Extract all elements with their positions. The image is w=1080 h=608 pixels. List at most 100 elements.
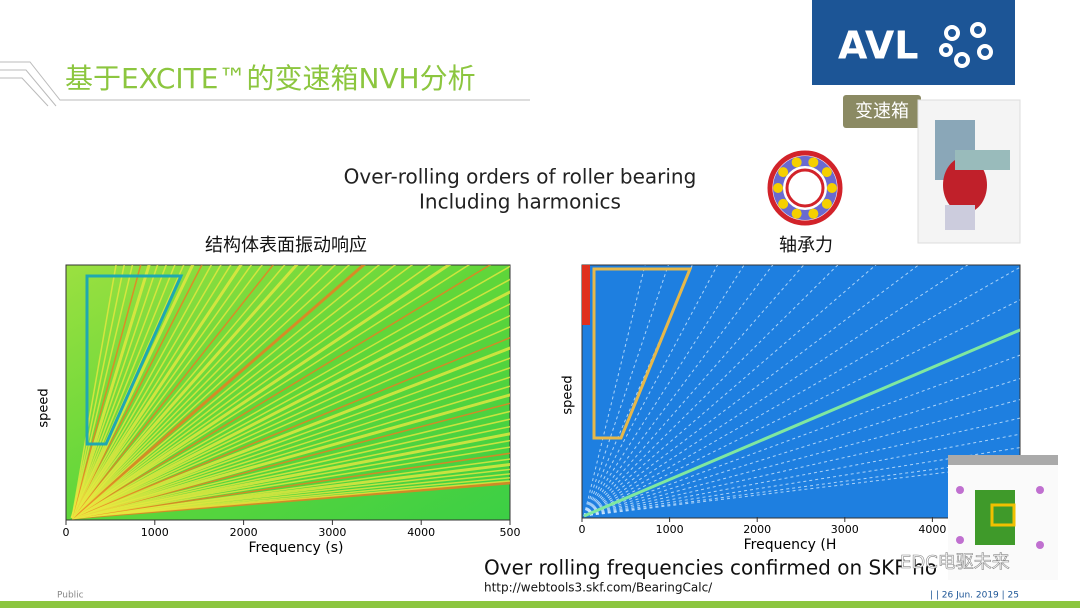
order-line — [70, 265, 243, 519]
decor — [970, 22, 986, 38]
x-tick-label: 2000 — [743, 523, 771, 536]
order-line — [71, 265, 414, 519]
order-line — [71, 265, 263, 519]
order-line — [71, 336, 510, 519]
order-line — [583, 417, 1020, 517]
decor — [773, 157, 837, 219]
x-tick-label: 0 — [579, 523, 586, 536]
order-line — [583, 265, 693, 517]
plot-title: 结构体表面振动响应 — [205, 235, 367, 256]
x-tick-label: 2000 — [230, 526, 258, 539]
x-tick-label: 4000 — [407, 526, 435, 539]
order-line — [583, 378, 1020, 517]
bearing-ball — [808, 208, 819, 219]
decor — [956, 536, 964, 544]
order-line — [71, 357, 510, 519]
order-line — [71, 265, 253, 519]
order-line — [71, 432, 510, 520]
order-line — [71, 410, 510, 519]
order-line — [71, 446, 510, 519]
order-line — [583, 265, 774, 517]
decor — [954, 52, 970, 68]
gearbox-image — [917, 99, 1021, 244]
decor — [945, 205, 975, 230]
decor — [943, 157, 987, 213]
x-tick-label: 0 — [63, 526, 70, 539]
order-line — [583, 399, 1020, 517]
x-tick-label: 500 — [500, 526, 521, 539]
decor — [955, 150, 1010, 170]
note: Over rolling frequencies confirmed on SK… — [484, 556, 937, 580]
order-line — [70, 265, 299, 519]
bearing-icon — [767, 150, 843, 226]
order-line — [71, 458, 510, 519]
decor — [956, 486, 1044, 549]
bearing-ball — [821, 167, 832, 178]
order-line — [71, 265, 125, 519]
decor — [0, 77, 49, 107]
decor — [975, 490, 1015, 545]
slide-title: 基于EXCITE™的变速箱NVH分析 — [65, 62, 476, 95]
decor — [581, 264, 1021, 519]
decor — [592, 267, 693, 440]
order-line — [71, 265, 492, 519]
bearing-ball — [821, 198, 832, 209]
footer-bar — [0, 601, 1080, 608]
order-line — [71, 402, 510, 519]
header-lines — [0, 61, 530, 107]
logo-box — [812, 0, 1015, 85]
watermark: EDC电驱未来 — [900, 552, 1010, 573]
order-line — [71, 265, 222, 519]
decor — [785, 168, 825, 208]
subtitle: Including harmonics — [419, 190, 621, 214]
order-line — [71, 314, 510, 519]
order-line — [71, 265, 167, 519]
decor — [582, 265, 590, 325]
bearing-ball — [778, 198, 789, 209]
order-line — [71, 265, 176, 519]
y-axis-label: speed — [37, 388, 52, 427]
order-line — [583, 457, 1020, 517]
order-line — [583, 462, 1020, 517]
order-line — [71, 265, 274, 519]
order-line — [583, 328, 1020, 518]
bearing-ball — [827, 183, 837, 193]
url: http://webtools3.skf.com/BearingCalc/ — [484, 581, 713, 595]
decor — [944, 25, 960, 41]
order-line — [71, 265, 159, 519]
order-line — [583, 265, 646, 517]
order-line — [71, 265, 117, 519]
order-line — [583, 354, 1020, 517]
order-line — [71, 265, 323, 519]
order-line — [71, 480, 510, 519]
order-line — [583, 265, 669, 517]
heatmap-left — [65, 264, 511, 521]
order-line — [583, 433, 1020, 517]
order-line — [583, 265, 745, 517]
order-line — [71, 265, 366, 520]
plot-title: 轴承力 — [779, 235, 833, 256]
order-line — [71, 376, 510, 519]
order-line — [71, 367, 510, 519]
x-tick-label: 1000 — [656, 523, 684, 536]
order-line — [71, 265, 452, 520]
order-line — [71, 265, 203, 519]
order-line — [71, 462, 510, 520]
order-line — [71, 346, 510, 520]
order-line — [70, 265, 151, 519]
order-line — [71, 393, 510, 520]
decor — [948, 455, 1058, 465]
order-line — [71, 439, 510, 519]
decor — [1036, 486, 1044, 494]
order-line — [71, 477, 510, 519]
decor — [1036, 541, 1044, 549]
bearing-ball — [778, 167, 789, 178]
x-axis-label: Frequency (H — [744, 537, 837, 553]
heatmap-right — [581, 264, 1021, 519]
x-tick-label: 1000 — [141, 526, 169, 539]
order-line — [71, 265, 337, 519]
decor — [0, 69, 57, 107]
subtitle: Over-rolling orders of roller bearing — [344, 165, 697, 189]
decor — [990, 503, 1016, 527]
